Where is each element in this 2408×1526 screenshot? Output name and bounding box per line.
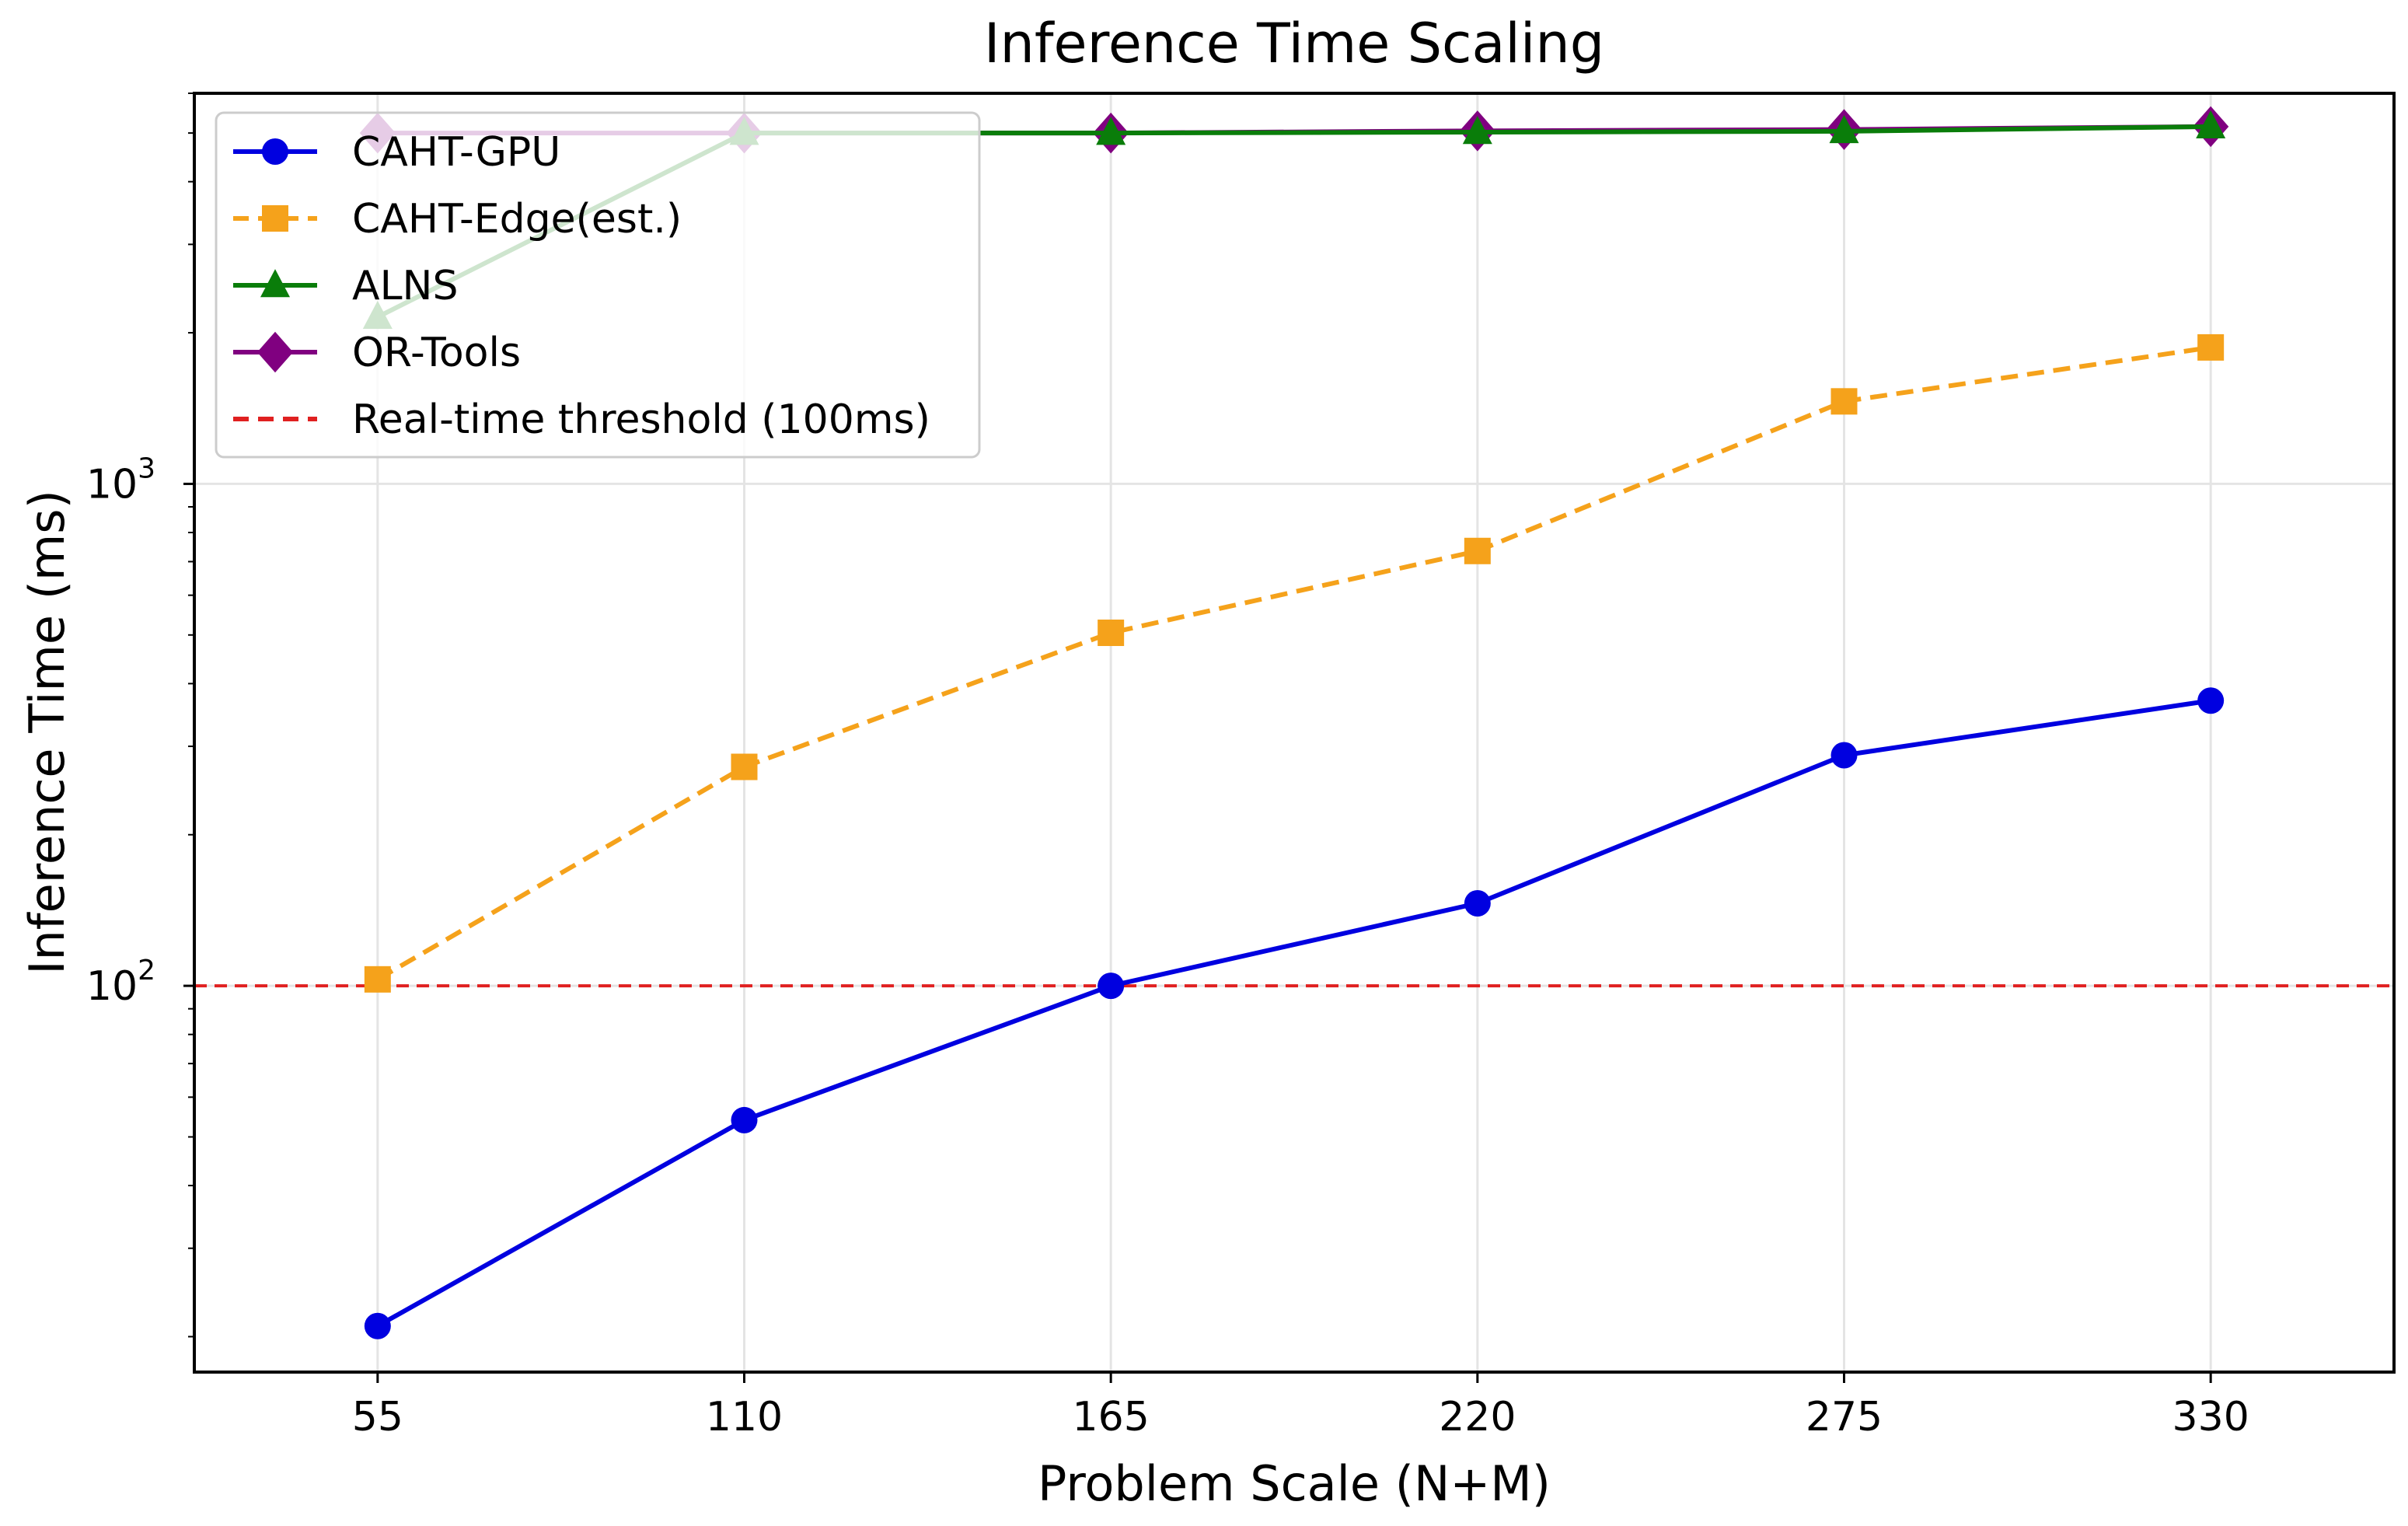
data-point xyxy=(1098,620,1125,647)
data-point xyxy=(1098,973,1125,1000)
data-point xyxy=(1462,116,1492,145)
data-point xyxy=(731,1106,758,1133)
data-point xyxy=(1830,388,1858,415)
legend-item: CAHT-Edge(est.) xyxy=(233,196,682,243)
data-point xyxy=(1096,117,1126,145)
data-point xyxy=(1829,114,1859,144)
legend-marker xyxy=(262,138,288,165)
data-point xyxy=(364,1312,391,1339)
legend-box xyxy=(215,111,981,459)
series-caht-gpu xyxy=(364,687,2225,1339)
legend-item: CAHT-GPU xyxy=(233,129,560,176)
series-line xyxy=(376,344,2211,982)
data-point xyxy=(2197,333,2225,361)
legend: CAHT-GPU CAHT-Edge(est.) ALNS OR-Tools Real-… xyxy=(215,111,981,459)
y-tick-label: 102 xyxy=(86,955,155,1010)
legend-item: ALNS xyxy=(233,263,458,309)
x-tick-label: 220 xyxy=(1439,1394,1516,1440)
y-axis-title: Inference Time (ms) xyxy=(19,490,75,975)
x-tick-label: 330 xyxy=(2172,1394,2249,1440)
plot-frame xyxy=(193,92,2396,1374)
chart-title: Inference Time Scaling xyxy=(984,12,1604,75)
data-point xyxy=(1464,537,1491,564)
x-tick-label: 275 xyxy=(1806,1394,1883,1440)
data-point xyxy=(1464,889,1491,917)
x-tick-label: 55 xyxy=(352,1394,403,1440)
data-point xyxy=(2197,687,2225,714)
y-tick-label: 103 xyxy=(86,452,155,508)
legend-label: OR-Tools xyxy=(352,330,521,376)
legend-item: OR-Tools xyxy=(233,330,521,376)
series-caht-edge-est- xyxy=(364,333,2225,993)
legend-item: Real-time threshold (100ms) xyxy=(233,396,930,443)
x-tick-label: 165 xyxy=(1073,1394,1150,1440)
legend-label: Real-time threshold (100ms) xyxy=(352,396,930,443)
legend-marker xyxy=(260,269,290,298)
series-line xyxy=(376,698,2211,1329)
legend-marker xyxy=(257,331,294,373)
data-point xyxy=(731,753,758,780)
data-point xyxy=(1830,742,1858,769)
legend-marker xyxy=(262,205,288,232)
legend-label: ALNS xyxy=(352,263,458,309)
data-point xyxy=(364,966,391,993)
axis-layer: 55 110 165 220 275 330 102 103 xyxy=(86,93,2249,1440)
x-tick-label: 110 xyxy=(706,1394,783,1440)
legend-label: CAHT-Edge(est.) xyxy=(352,196,682,243)
data-point xyxy=(2196,110,2226,139)
legend-label: CAHT-GPU xyxy=(352,129,560,176)
x-axis-title: Problem Scale (N+M) xyxy=(1038,1455,1551,1512)
